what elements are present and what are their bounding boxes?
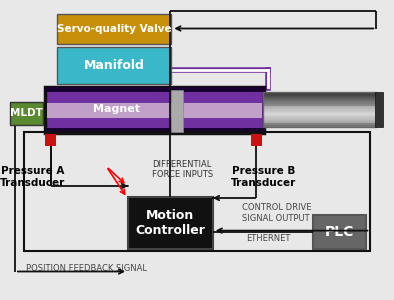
Bar [45, 134, 56, 146]
Text: CONTROL DRIVE
SIGNAL OUTPUT: CONTROL DRIVE SIGNAL OUTPUT [242, 203, 312, 223]
Bar [263, 117, 376, 119]
Bar [45, 128, 264, 134]
Bar [375, 92, 383, 127]
Bar [313, 214, 366, 249]
Bar [263, 121, 376, 122]
Text: Pressure B
Transducer: Pressure B Transducer [230, 166, 296, 188]
Text: Servo-quality Valve: Servo-quality Valve [57, 23, 171, 34]
Bar [263, 114, 376, 115]
Bar [45, 87, 264, 92]
Bar [263, 98, 376, 99]
Bar [263, 92, 376, 127]
Bar [263, 123, 376, 124]
Bar [263, 113, 376, 114]
Bar [263, 116, 376, 117]
Bar [263, 125, 376, 127]
Bar [263, 100, 376, 101]
Bar [251, 134, 262, 146]
Bar [263, 103, 376, 105]
Bar [263, 105, 376, 106]
Bar [263, 124, 376, 125]
Bar [24, 132, 370, 250]
Bar [263, 92, 376, 93]
Bar [263, 95, 376, 97]
Bar [263, 94, 376, 95]
Text: Manifold: Manifold [84, 59, 145, 72]
Bar [10, 102, 43, 124]
Text: POSITION FEEDBACK SIGNAL: POSITION FEEDBACK SIGNAL [26, 264, 147, 273]
Bar [263, 118, 376, 120]
Text: ETHERNET: ETHERNET [246, 234, 291, 243]
Bar [263, 101, 376, 103]
Text: Magnet: Magnet [93, 103, 140, 114]
Text: PLC: PLC [325, 225, 355, 239]
Bar [263, 120, 376, 121]
Bar [263, 115, 376, 116]
Bar [57, 46, 171, 84]
Bar [57, 14, 171, 44]
Bar [171, 90, 183, 132]
Text: DIFFERENTIAL
FORCE INPUTS: DIFFERENTIAL FORCE INPUTS [152, 160, 213, 179]
Bar [263, 110, 376, 112]
Bar [263, 112, 376, 113]
Bar [45, 87, 264, 134]
Text: Motion
Controller: Motion Controller [136, 209, 205, 237]
Text: Pressure A
Transducer: Pressure A Transducer [0, 166, 65, 188]
Text: MLDT: MLDT [10, 108, 43, 118]
Bar [47, 103, 262, 118]
Bar [263, 93, 376, 94]
Bar [263, 97, 376, 98]
Bar [263, 122, 376, 123]
Bar [263, 106, 376, 107]
Bar [128, 196, 213, 249]
Bar [263, 99, 376, 100]
Bar [263, 107, 376, 108]
Bar [263, 108, 376, 110]
